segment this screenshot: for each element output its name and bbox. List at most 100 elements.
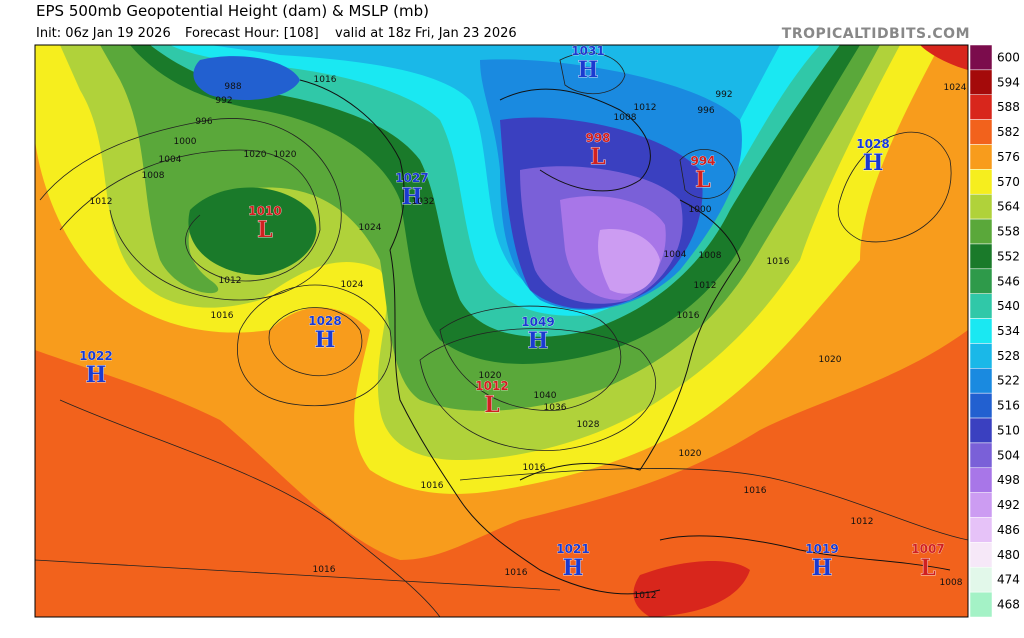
height-588: [633, 560, 750, 617]
isobar-label: 1008: [142, 171, 165, 181]
colorbar-label: 510: [997, 423, 1020, 437]
center-value: 1028: [308, 314, 341, 328]
map: [35, 45, 968, 617]
colorbar-label: 528: [997, 349, 1020, 363]
colorbar-cell: [969, 517, 993, 543]
isobar-label: 996: [697, 106, 714, 116]
colorbar-label: 540: [997, 299, 1020, 313]
isobar-label: 1012: [694, 281, 717, 291]
colorbar-cell: [969, 368, 993, 394]
isobars: [35, 52, 968, 617]
isobar-label: 992: [215, 96, 232, 106]
isobar: [268, 307, 363, 377]
colorbar-label: 486: [997, 523, 1020, 537]
isobar: [459, 468, 968, 541]
isobar-label: 1016: [677, 311, 700, 321]
colorbar-cell: [969, 467, 993, 493]
colorbar-cell: [969, 392, 993, 419]
isobar-label: 1024: [359, 223, 382, 233]
colorbar-cell: [969, 94, 993, 120]
height-516: [193, 56, 300, 100]
isobar: [39, 118, 342, 301]
isobar-label: 1016: [767, 257, 790, 267]
colorbar-cell: [969, 318, 993, 344]
center-letter: H: [315, 327, 336, 353]
height-492: [598, 229, 660, 294]
isobar: [439, 305, 622, 411]
colorbar-cell: [969, 567, 993, 593]
isobar: [559, 52, 626, 94]
title: EPS 500mb Geopotential Height (dam) & MS…: [36, 2, 429, 20]
init-time: Init: 06z Jan 19 2026: [36, 26, 171, 41]
colorbar-cell: [969, 144, 993, 170]
center-letter: L: [484, 392, 499, 418]
colorbar-cell: [969, 44, 993, 71]
isobar-label: 992: [715, 90, 732, 100]
map-frame: [34, 44, 969, 618]
colorbar-label: 492: [997, 498, 1020, 512]
colorbar: 600 594 588 582 576 570 564 558 552 546 540 534 528 5…: [969, 44, 1020, 618]
isobar-label: 1012: [634, 103, 657, 113]
center-letter: H: [528, 328, 549, 354]
coastlines: [299, 79, 951, 595]
isobar: [679, 149, 736, 199]
colorbar-label: 498: [997, 473, 1020, 487]
valid-time: valid at 18z Fri, Jan 23 2026: [335, 26, 517, 41]
isobar-label: 996: [195, 117, 212, 127]
isobar-label: 1028: [577, 420, 600, 430]
isobar-label: 1016: [505, 568, 528, 578]
isobar: [419, 328, 657, 451]
colorbar-label: 588: [997, 100, 1020, 114]
center-value: 1049: [521, 315, 554, 329]
isobar-label: 1004: [159, 155, 182, 165]
colorbar-label: 600: [997, 50, 1020, 64]
watermark: TROPICALTIDBITS.COM: [782, 26, 970, 42]
colorbar-label: 534: [997, 324, 1020, 338]
isobar-label: 1000: [689, 205, 712, 215]
isobar-label: 1016: [744, 486, 767, 496]
center-value: 1022: [79, 349, 112, 363]
colorbar-label: 504: [997, 448, 1020, 462]
colorbar-label: 480: [997, 548, 1020, 562]
isobar-label: 1024: [944, 83, 967, 93]
center-value: 1007: [911, 542, 944, 556]
coastline: [299, 79, 405, 251]
coastline: [499, 88, 651, 192]
colorbar-cell: [969, 293, 993, 319]
coastline: [519, 199, 741, 481]
center-value: 1010: [248, 204, 281, 218]
colorbar-cell: [969, 343, 993, 369]
center-value: 1028: [856, 137, 889, 151]
center-letter: H: [578, 57, 599, 83]
center-value: 1012: [475, 379, 508, 393]
center-value: 1031: [571, 44, 604, 58]
isobar-label: 1008: [940, 578, 963, 588]
colorbar-label: 522: [997, 374, 1020, 388]
isobar: [837, 131, 952, 243]
isobar-label: 1036: [544, 403, 567, 413]
colorbar-label: 546: [997, 274, 1020, 288]
colorbar-cell: [969, 243, 993, 270]
colorbar-label: 576: [997, 150, 1020, 164]
isobar: [59, 149, 321, 282]
isobar-label: 1040: [534, 391, 557, 401]
height-552: [188, 187, 317, 275]
center-letter: H: [812, 555, 833, 581]
center-letter: H: [863, 150, 884, 176]
isobar-label: 1012: [851, 517, 874, 527]
colorbar-label: 570: [997, 175, 1020, 189]
center-letter: L: [920, 555, 935, 581]
height-588b: [920, 45, 968, 70]
isobar-label: 1004: [664, 250, 687, 260]
coastline: [659, 535, 951, 571]
isobar: [35, 559, 561, 591]
isobar-label: 988: [224, 82, 241, 92]
isobar-label: 1020: [274, 150, 297, 160]
isobar-label: 1016: [313, 565, 336, 575]
isobar-label: 1016: [523, 463, 546, 473]
isobar-label: 1012: [219, 276, 242, 286]
isobar-label: 1020: [819, 355, 842, 365]
isobar-label: 1008: [614, 113, 637, 123]
isobar-label: 1000: [174, 137, 197, 147]
